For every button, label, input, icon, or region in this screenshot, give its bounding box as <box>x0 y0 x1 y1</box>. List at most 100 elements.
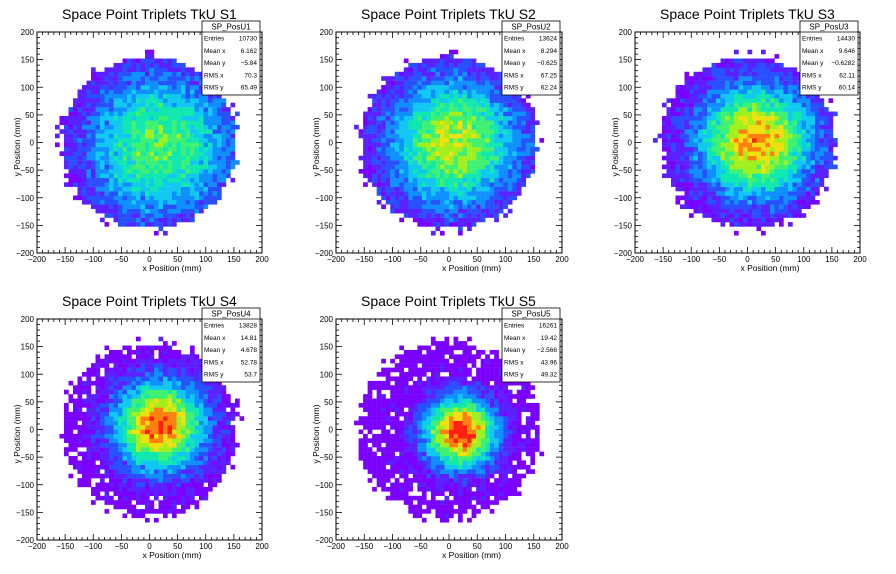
heatmap-cell <box>462 124 468 130</box>
heatmap-cell <box>176 186 182 192</box>
heatmap-cell <box>783 177 789 183</box>
heatmap-cell <box>489 133 495 139</box>
heatmap-cell <box>734 217 739 223</box>
heatmap-cell <box>82 120 87 126</box>
heatmap-cell <box>412 204 418 209</box>
heatmap-cell <box>770 208 775 214</box>
heatmap-cell <box>68 177 74 183</box>
heatmap-cell <box>480 217 486 223</box>
heatmap-cell <box>154 420 159 426</box>
heatmap-cell <box>797 120 802 126</box>
heatmap-cell <box>221 155 227 161</box>
heatmap-cell <box>788 199 793 205</box>
heatmap-cell <box>127 115 132 121</box>
heatmap-cell <box>408 76 414 81</box>
heatmap-cell <box>403 71 409 77</box>
heatmap-cell <box>140 372 146 377</box>
heatmap-cell <box>113 464 119 470</box>
heatmap-cell <box>467 208 472 214</box>
heatmap-cell <box>675 169 681 174</box>
heatmap-cell <box>140 67 146 72</box>
heatmap-cell <box>113 451 119 457</box>
heatmap-cell <box>230 416 236 421</box>
heatmap-cell <box>64 173 69 179</box>
heatmap-cell <box>190 98 195 103</box>
heatmap-cell <box>698 107 703 112</box>
heatmap-cell <box>104 376 110 382</box>
heatmap-cell <box>372 138 377 143</box>
heatmap-cell <box>118 504 123 510</box>
heatmap-cell <box>792 120 798 126</box>
heatmap-cell <box>154 482 159 488</box>
heatmap-cell <box>485 173 490 179</box>
heatmap-cell <box>471 186 477 192</box>
heatmap-cell <box>181 385 186 390</box>
heatmap-cell <box>403 199 409 205</box>
heatmap-cell <box>408 164 414 170</box>
heatmap-cell <box>86 80 92 86</box>
heatmap-cell <box>154 146 159 152</box>
heatmap-cell <box>104 500 110 505</box>
heatmap-cell <box>770 102 775 108</box>
heatmap-cell <box>430 222 436 227</box>
heatmap-cell <box>86 385 92 390</box>
heatmap-cell <box>408 199 414 205</box>
heatmap-cell <box>390 164 395 170</box>
heatmap-cell <box>792 195 798 201</box>
heatmap-cell <box>720 129 726 134</box>
heatmap-cell <box>417 191 423 196</box>
heatmap-cell <box>783 142 789 148</box>
heatmap-cell <box>181 146 186 152</box>
heatmap-cell <box>779 160 784 165</box>
heatmap-cell <box>774 115 780 121</box>
heatmap-cell <box>100 186 105 192</box>
heatmap-cell <box>176 451 182 457</box>
heatmap-cell <box>194 486 200 492</box>
heatmap-cell <box>779 169 784 174</box>
heatmap-cell <box>167 58 173 64</box>
heatmap-cell <box>95 425 101 430</box>
heatmap-cell <box>507 160 513 165</box>
heatmap-cell <box>467 186 472 192</box>
heatmap-cell <box>100 495 105 501</box>
heatmap-cell <box>217 195 222 201</box>
heatmap-cell <box>453 169 459 174</box>
heatmap-cell <box>453 160 459 165</box>
heatmap-cell <box>100 482 105 488</box>
heatmap-cell <box>185 372 191 377</box>
heatmap-cell <box>403 142 409 148</box>
heatmap-cell <box>95 199 101 205</box>
stats-label: RMS y <box>504 85 524 92</box>
heatmap-cell <box>176 208 182 214</box>
heatmap-cell <box>462 186 468 192</box>
heatmap-cell <box>140 464 146 470</box>
heatmap-cell <box>752 76 757 81</box>
heatmap-cell <box>136 222 141 227</box>
heatmap-cell <box>698 124 703 130</box>
heatmap-cell <box>122 124 128 130</box>
heatmap-cell <box>408 160 414 165</box>
heatmap-cell <box>194 85 200 90</box>
heatmap-cell <box>167 429 173 435</box>
heatmap-cell <box>788 204 793 209</box>
heatmap-cell <box>217 115 222 121</box>
heatmap-cell <box>86 451 92 457</box>
heatmap-cell <box>158 500 164 505</box>
heatmap-cell <box>167 358 173 364</box>
heatmap-cell <box>145 85 150 90</box>
heatmap-cell <box>689 111 694 117</box>
heatmap-cell <box>86 120 92 126</box>
heatmap-cell <box>140 398 146 404</box>
heatmap-cell <box>467 182 472 187</box>
heatmap-cell <box>163 142 168 148</box>
heatmap-cell <box>449 76 454 81</box>
heatmap-cell <box>118 213 123 218</box>
heatmap-cell <box>136 429 141 435</box>
heatmap-cell <box>208 186 213 192</box>
heatmap-cell <box>770 222 775 227</box>
heatmap-cell <box>770 89 775 95</box>
heatmap-cell <box>734 102 739 108</box>
heatmap-cell <box>725 89 730 95</box>
heatmap-cell <box>783 204 789 209</box>
heatmap-cell <box>118 429 123 435</box>
